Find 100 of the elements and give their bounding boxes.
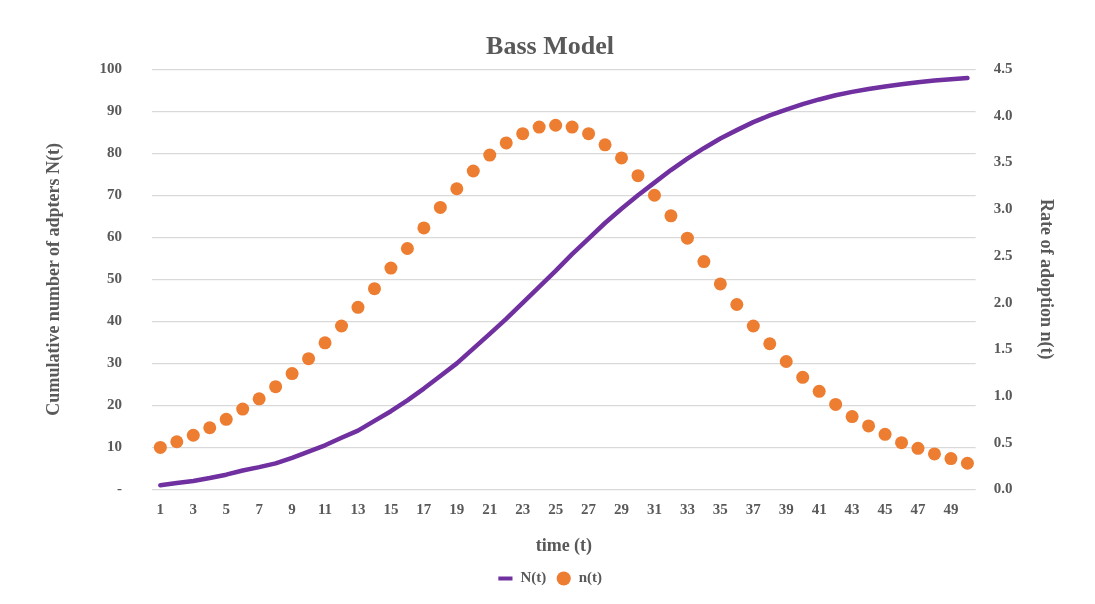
x-tick-label: 21	[482, 501, 498, 518]
x-tick-label: 27	[581, 501, 597, 518]
point	[450, 182, 464, 196]
y-tick-label: 90	[107, 102, 123, 119]
legend-label: N(t)	[520, 569, 547, 587]
x-tick-label: 17	[416, 501, 432, 518]
y2-axis-title: Rate of adoption n(t)	[1035, 199, 1057, 360]
y-tick-label: 10	[107, 438, 123, 455]
point	[713, 277, 727, 291]
x-tick-label: 19	[449, 501, 465, 518]
point	[730, 298, 744, 312]
x-tick-label: 33	[679, 501, 695, 518]
y2-tick-label: 2.0	[993, 293, 1013, 310]
point	[236, 402, 250, 416]
point	[516, 127, 530, 141]
point	[862, 419, 876, 433]
x-tick-label: 13	[350, 501, 366, 518]
point	[351, 300, 365, 314]
x-axis-title: time (t)	[535, 534, 593, 556]
point	[647, 188, 661, 202]
point	[302, 352, 316, 366]
point	[400, 241, 414, 255]
y-tick-label: 60	[107, 228, 123, 245]
chart-title: Bass Model	[486, 31, 614, 61]
y-axis-title: Cumulative number of adpters N(t)	[43, 142, 65, 416]
point	[417, 221, 431, 235]
x-tick-label: 43	[844, 501, 860, 518]
point	[779, 354, 793, 368]
y2-tick-label: 1.0	[993, 386, 1013, 403]
point	[895, 436, 909, 450]
point	[812, 384, 826, 398]
y-tick-label: 40	[107, 312, 123, 329]
x-tick-label: 29	[614, 501, 630, 518]
x-tick-label: 9	[288, 501, 296, 518]
point	[927, 447, 941, 461]
y-tick-label: 50	[107, 270, 123, 287]
point	[483, 148, 497, 162]
x-tick-label: 47	[910, 501, 926, 518]
point	[763, 337, 777, 351]
point	[532, 120, 546, 134]
x-tick-label: 41	[811, 501, 827, 518]
point	[549, 118, 563, 132]
x-tick-label: 23	[515, 501, 531, 518]
point	[318, 336, 332, 350]
x-tick-label: 25	[548, 501, 564, 518]
x-tick-label: 1	[156, 501, 165, 518]
point	[598, 138, 612, 152]
point	[631, 169, 645, 183]
point	[186, 428, 200, 442]
y2-tick-label: 0.5	[993, 433, 1013, 450]
x-tick-label: 5	[222, 501, 230, 518]
y-tick-label: 70	[107, 186, 123, 203]
point	[269, 380, 283, 394]
point	[680, 231, 694, 245]
y2-tick-label: 1.5	[993, 340, 1013, 357]
legend-label: n(t)	[578, 569, 603, 587]
point	[878, 427, 892, 441]
point	[582, 127, 596, 141]
x-tick-label: 37	[745, 501, 762, 518]
y2-tick-label: 4.0	[993, 106, 1013, 123]
y2-tick-label: 3.0	[993, 200, 1013, 217]
point	[944, 452, 958, 466]
y-tick-label: 30	[107, 354, 123, 371]
y-tick-label: -	[117, 480, 123, 497]
x-tick-label: 39	[778, 501, 794, 518]
x-tick-label: 11	[317, 501, 333, 518]
point	[252, 392, 266, 406]
y-tick-label: 20	[107, 396, 123, 413]
point	[829, 397, 843, 411]
x-tick-label: 49	[943, 501, 959, 518]
point	[565, 120, 579, 134]
y2-tick-label: 2.5	[993, 246, 1013, 263]
point	[466, 164, 480, 178]
point	[170, 435, 184, 449]
y2-tick-label: 4.5	[993, 60, 1013, 77]
x-tick-label: 15	[383, 501, 399, 518]
point	[960, 456, 974, 470]
point	[499, 136, 513, 150]
point	[746, 319, 760, 333]
y-tick-label: 80	[107, 144, 123, 161]
x-tick-label: 31	[646, 501, 662, 518]
point	[911, 441, 925, 455]
point	[153, 440, 167, 454]
y-tick-label: 100	[99, 60, 123, 77]
x-tick-label: 35	[712, 501, 728, 518]
point	[203, 421, 217, 435]
y2-tick-label: 0.0	[993, 480, 1013, 497]
x-tick-label: 45	[877, 501, 893, 518]
point	[367, 282, 381, 296]
point	[219, 412, 233, 426]
point	[615, 151, 629, 165]
y2-tick-label: 3.5	[993, 153, 1013, 170]
point	[664, 209, 678, 223]
x-tick-label: 3	[189, 501, 198, 518]
point	[433, 200, 447, 214]
point	[384, 261, 398, 275]
point	[285, 367, 299, 381]
point	[335, 319, 349, 333]
point	[845, 410, 859, 424]
point	[796, 370, 810, 384]
